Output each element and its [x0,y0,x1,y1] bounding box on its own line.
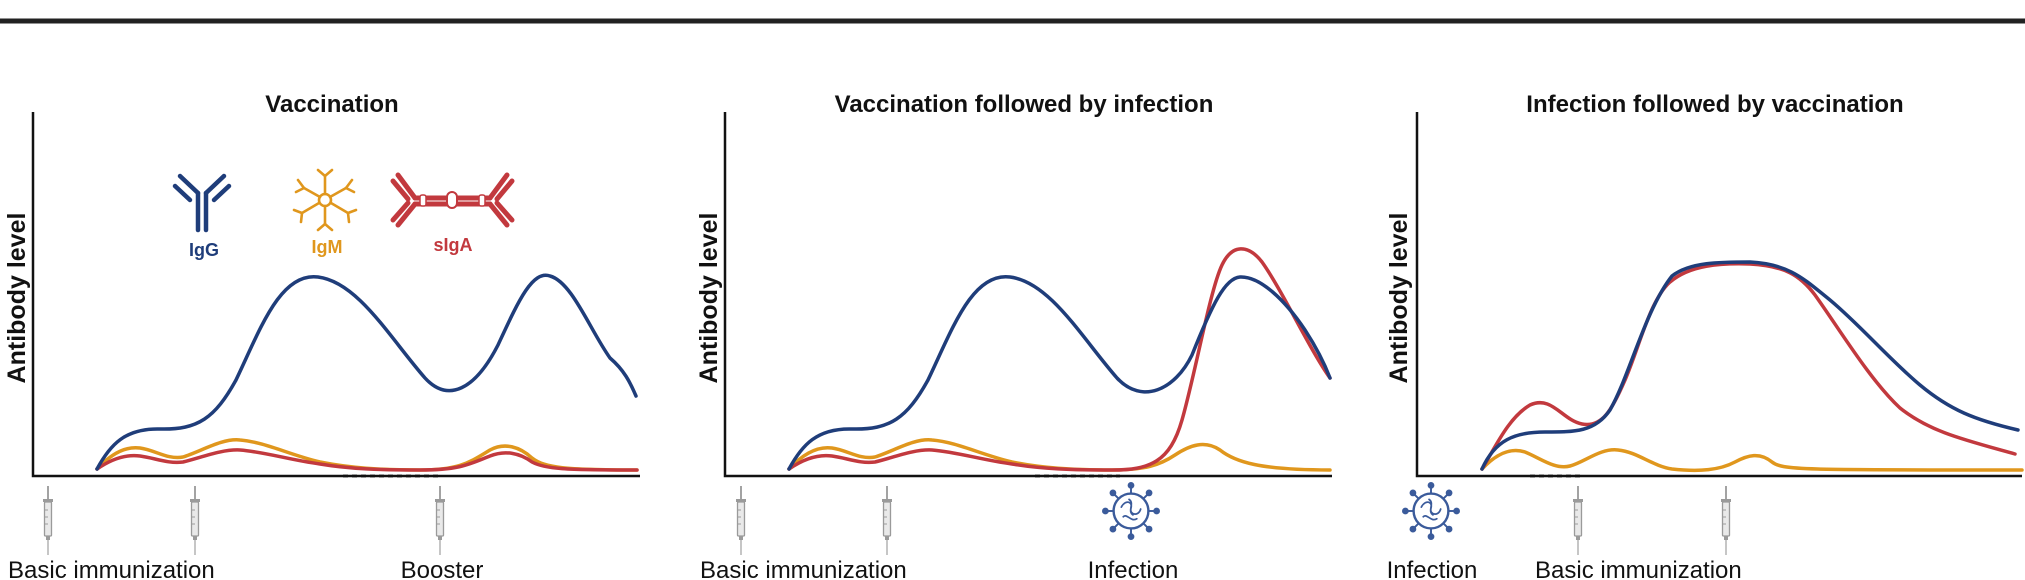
igg-curve [787,275,1332,471]
legend-siga-label: sIgA [433,235,472,255]
syringe-icon [1572,486,1584,556]
siga-curve [787,247,1332,472]
syringe-icon [434,486,446,556]
siga-dimer-icon [390,172,515,228]
panel-infection-followed-by-vaccination: Infection followed by vaccination Antibo… [1385,91,2024,580]
virus-icon [1402,482,1460,540]
syringe-icon [42,486,54,556]
panel-title: Infection followed by vaccination [1526,91,1903,118]
syringe-icon [1720,486,1732,556]
siga-secretory-piece [446,191,458,209]
axes [31,112,640,478]
axes [1415,112,2022,478]
igg-curve [95,273,638,471]
igm-pentamer-icon [292,168,358,232]
y-axis-label: Antibody level [3,213,31,384]
event-label-basic-immunization: Basic immunization [8,557,215,580]
siga-curve [95,448,639,472]
event-label-infection: Infection [1387,557,1478,580]
y-axis-label: Antibody level [1385,213,1413,384]
syringe-icon [735,486,747,556]
panel-title: Vaccination followed by infection [835,91,1214,118]
panel-title: Vaccination [265,91,398,118]
syringe-icon [881,486,893,556]
event-label-infection: Infection [1088,557,1179,580]
panel-vaccination: Vaccination Antibody level IgG IgM [3,91,640,580]
axes [723,112,1332,478]
siga-j-chain [419,194,427,207]
igm-curve [787,438,1332,472]
syringe-icon [189,486,201,556]
siga-j-chain [478,194,486,207]
igm-curve [1480,448,2024,473]
event-label-basic-immunization: Basic immunization [700,557,907,580]
event-label-basic-immunization: Basic immunization [1535,557,1742,580]
igg-curve [1480,260,2020,471]
legend-igg-label: IgG [189,240,219,260]
igg-antibody-icon [172,173,232,233]
y-axis-label: Antibody level [695,213,723,384]
virus-icon [1102,482,1160,540]
igm-curve [95,438,639,472]
panel-vaccination-followed-by-infection: Vaccination followed by infection Antibo… [695,91,1332,580]
event-label-booster: Booster [401,557,484,580]
legend-igm-label: IgM [312,237,343,257]
siga-curve [1480,262,2017,471]
